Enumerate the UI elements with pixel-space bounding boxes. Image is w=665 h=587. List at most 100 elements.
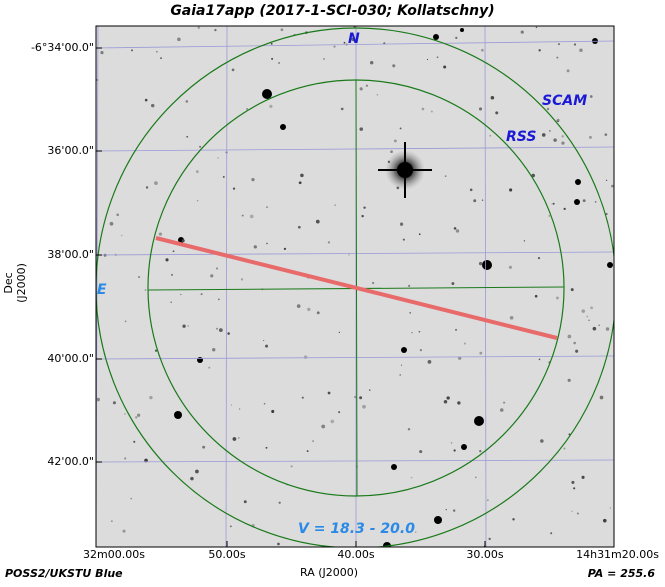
faint-star (590, 306, 593, 310)
faint-star (579, 48, 583, 53)
faint-star (418, 233, 421, 236)
faint-star (418, 330, 421, 333)
faint-star (586, 315, 589, 318)
faint-star (303, 355, 308, 359)
scam-field-circle (96, 27, 614, 547)
x-tick-label: 30.00s (466, 548, 504, 561)
faint-star (588, 135, 592, 139)
faint-star (121, 234, 123, 237)
faint-star (266, 242, 268, 245)
x-tick-label: 14h31m20.00s (576, 548, 659, 561)
faint-star (300, 173, 304, 178)
faint-star (186, 135, 189, 138)
faint-star (421, 107, 425, 111)
faint-star (269, 104, 273, 108)
faint-star (512, 518, 515, 521)
faint-star (231, 68, 235, 72)
faint-star (180, 293, 182, 296)
faint-star (400, 364, 403, 366)
faint-star (165, 258, 169, 262)
star (197, 357, 203, 363)
faint-star (315, 219, 320, 224)
faint-star (133, 440, 136, 443)
faint-star (488, 537, 491, 540)
survey-label: POSS2/UKSTU Blue (5, 567, 123, 580)
faint-star (556, 56, 559, 59)
star (575, 179, 581, 185)
faint-star (490, 95, 495, 100)
faint-star (499, 408, 504, 412)
faint-star (540, 439, 544, 443)
faint-star (479, 351, 483, 355)
faint-star (376, 93, 379, 96)
faint-star (197, 26, 201, 29)
faint-star (195, 469, 199, 474)
faint-star (306, 450, 309, 453)
faint-star (445, 508, 447, 511)
faint-star (567, 378, 571, 382)
faint-star (567, 334, 572, 339)
faint-star (408, 284, 411, 287)
star (391, 464, 397, 470)
star (460, 28, 464, 32)
faint-star (410, 476, 413, 479)
faint-star (243, 500, 247, 504)
faint-star (363, 206, 366, 209)
faint-star (182, 324, 186, 328)
faint-star (241, 214, 244, 217)
faint-star (312, 440, 315, 443)
faint-star (283, 247, 287, 251)
faint-star (365, 84, 368, 87)
faint-star (549, 130, 551, 132)
faint-star (409, 312, 411, 314)
faint-star (137, 413, 141, 417)
faint-star (307, 307, 311, 312)
faint-star (240, 278, 244, 281)
faint-star (316, 311, 320, 315)
faint-star (230, 404, 233, 406)
rss-label: RSS (506, 129, 537, 145)
faint-star (290, 465, 293, 468)
tick-marks (96, 47, 486, 547)
faint-star (430, 110, 433, 113)
faint-star (478, 107, 483, 111)
star (461, 444, 467, 450)
faint-star (602, 518, 607, 523)
faint-star (232, 437, 237, 441)
faint-star (298, 181, 302, 185)
faint-star (582, 199, 586, 203)
faint-star (455, 328, 457, 331)
faint-star (557, 118, 560, 122)
faint-star (96, 397, 100, 402)
faint-star (473, 199, 477, 203)
faint-star (112, 401, 116, 405)
faint-star (604, 133, 608, 136)
faint-star (455, 36, 458, 40)
faint-star (609, 507, 612, 509)
faint-star (581, 475, 585, 479)
chart-title: Gaia17app (2017-1-SCI-030; Kollatschny) (170, 3, 495, 19)
faint-star (537, 257, 541, 260)
faint-star (407, 428, 411, 431)
faint-star (177, 37, 181, 42)
faint-star (232, 187, 236, 190)
faint-star (581, 309, 586, 313)
faint-star (172, 250, 175, 253)
north-label: N (348, 31, 360, 47)
star (262, 89, 272, 99)
star (434, 516, 442, 524)
faint-star (399, 222, 404, 226)
faint-star (479, 449, 482, 453)
faint-star (556, 296, 559, 300)
faint-star (453, 227, 457, 230)
faint-star (573, 341, 576, 345)
faint-star (563, 207, 566, 211)
faint-star (202, 445, 206, 449)
faint-star (427, 360, 432, 364)
faint-star (297, 225, 301, 229)
faint-star (361, 214, 364, 218)
faint-star (270, 42, 273, 45)
faint-star (443, 65, 447, 69)
faint-star (371, 281, 375, 285)
faint-star (369, 61, 374, 65)
